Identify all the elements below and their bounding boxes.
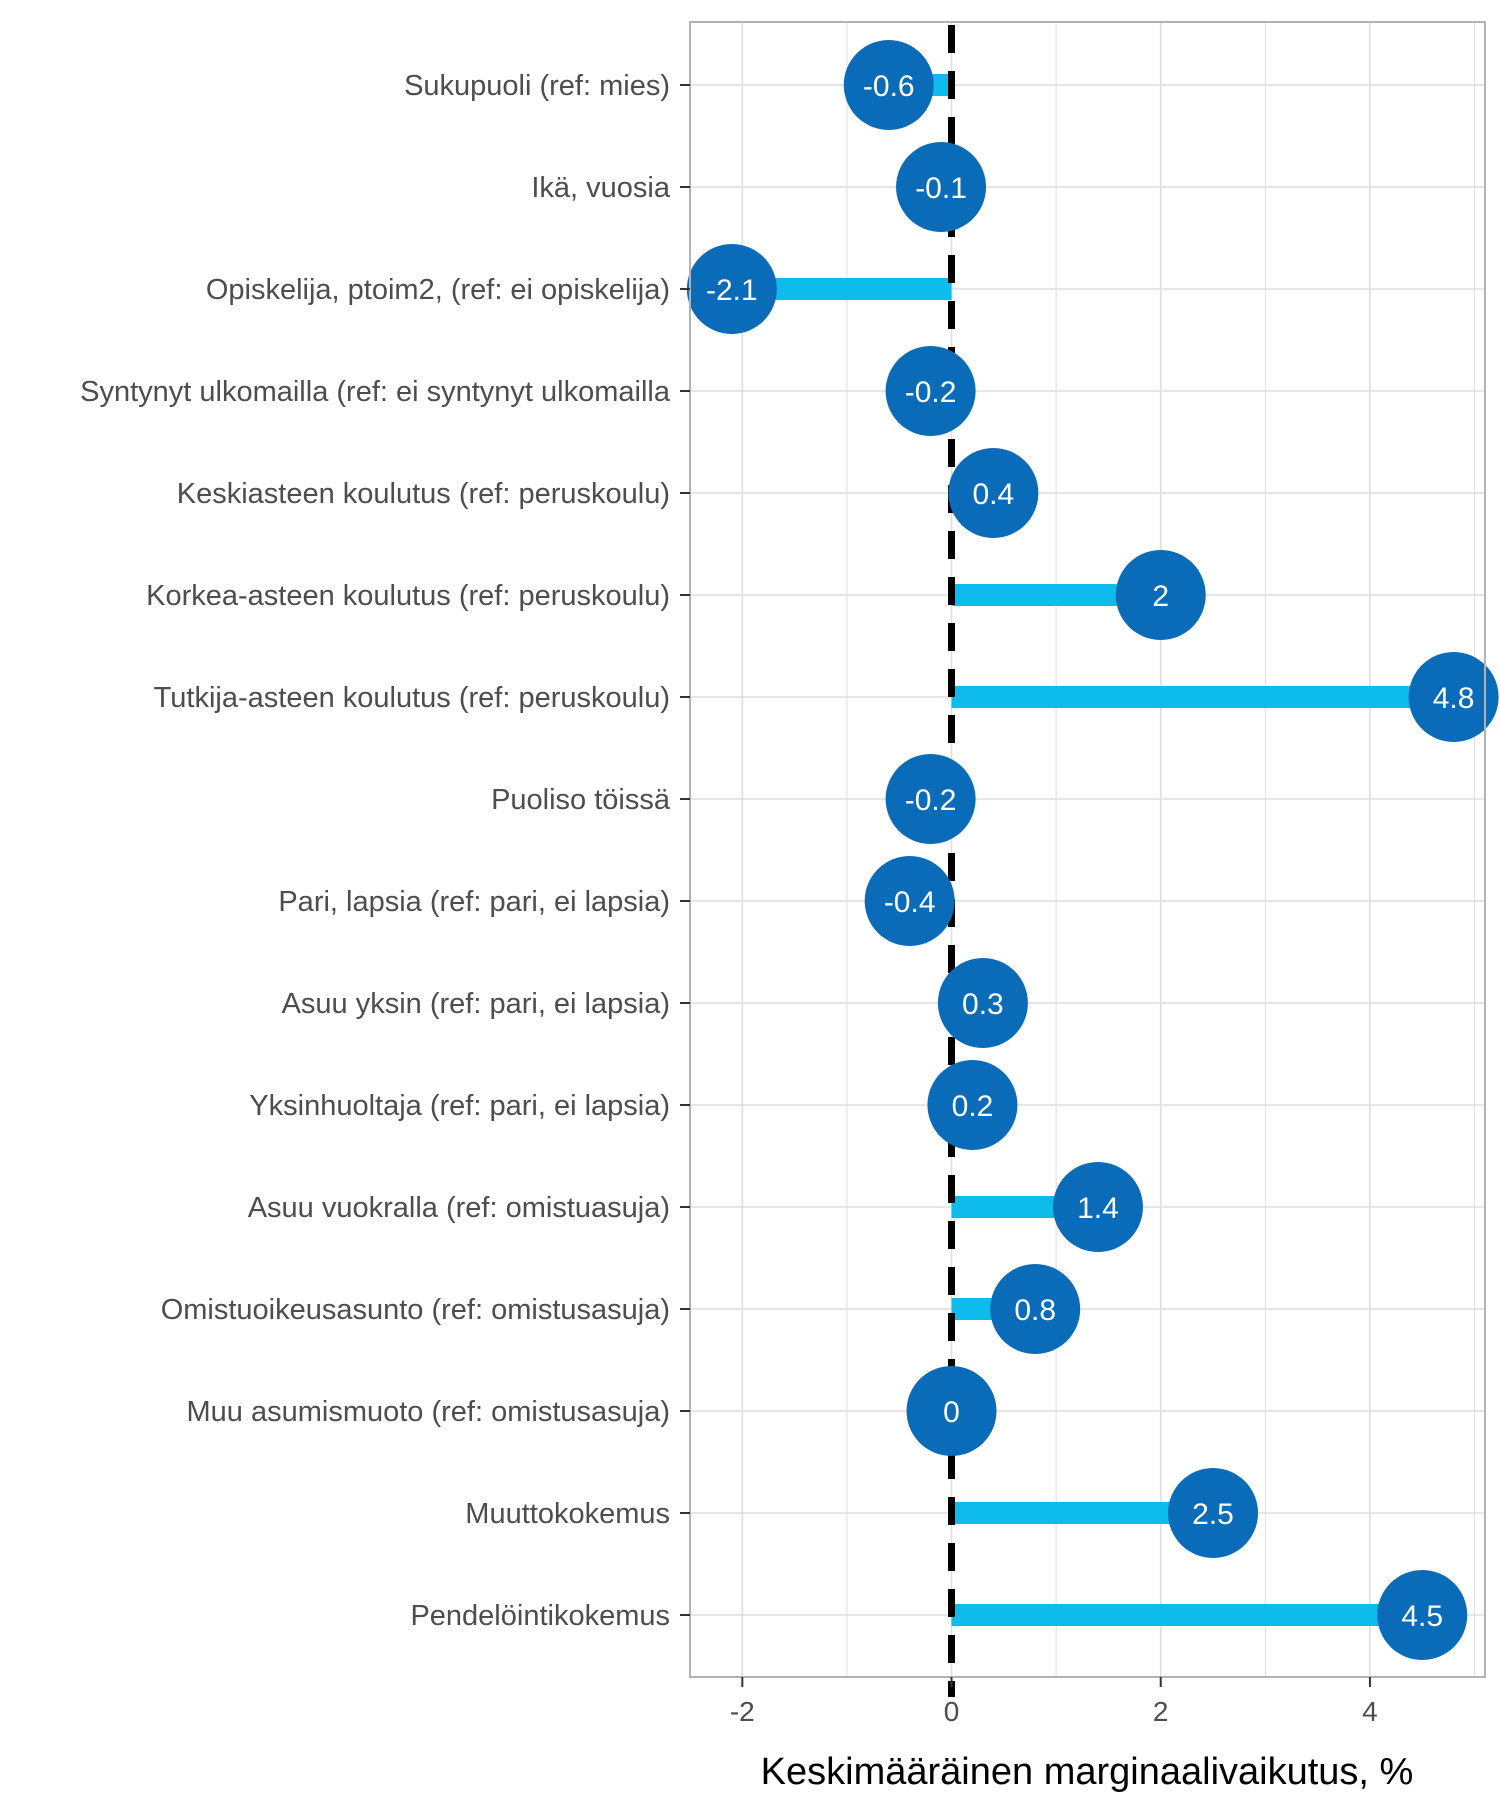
data-label-9: 0.3 xyxy=(962,988,1004,1021)
data-label-0: -0.6 xyxy=(863,70,915,103)
category-label-9: Asuu yksin (ref: pari, ei lapsia) xyxy=(282,988,670,1020)
category-label-1: Ikä, vuosia xyxy=(531,172,670,204)
data-label-5: 2 xyxy=(1152,580,1169,613)
category-label-2: Opiskelija, ptoim2, (ref: ei opiskelija) xyxy=(206,274,670,306)
panel-border xyxy=(689,21,1486,1678)
category-label-6: Tutkija-asteen koulutus (ref: peruskoulu… xyxy=(154,682,670,714)
data-label-13: 0 xyxy=(943,1396,960,1429)
x-tick-label: 0 xyxy=(944,1696,960,1727)
data-marks xyxy=(731,74,1454,1626)
point-10 xyxy=(927,1060,1018,1150)
point-13 xyxy=(906,1366,997,1456)
category-labels: Sukupuoli (ref: mies) Ikä, vuosia Opiskeli… xyxy=(80,70,690,1632)
x-tick-label: -2 xyxy=(730,1696,755,1727)
x-tick-label: 2 xyxy=(1153,1696,1169,1727)
category-label-11: Asuu vuokralla (ref: omistuasuja) xyxy=(248,1192,670,1224)
stems xyxy=(731,74,1454,1626)
points: -0.6 -0.1 -2.1 -0.2 0.4 2 4.8 -0.2 -0.4 0.3 0.2 1.4… xyxy=(686,40,1499,1660)
data-label-12: 0.8 xyxy=(1014,1294,1056,1327)
point-9 xyxy=(937,958,1028,1048)
point-1 xyxy=(896,142,987,232)
point-12 xyxy=(990,1264,1081,1354)
category-label-7: Puoliso töissä xyxy=(491,784,671,816)
data-label-15: 4.5 xyxy=(1401,1600,1443,1633)
category-label-3: Syntynyt ulkomailla (ref: ei syntynyt ul… xyxy=(80,376,671,408)
category-label-4: Keskiasteen koulutus (ref: peruskoulu) xyxy=(177,478,670,510)
data-label-6: 4.8 xyxy=(1433,682,1475,715)
point-15 xyxy=(1377,1570,1468,1660)
data-label-2: -2.1 xyxy=(706,274,758,307)
x-axis-title: Keskimääräinen marginaalivaikutus, % xyxy=(761,1751,1414,1793)
point-14 xyxy=(1168,1468,1259,1558)
point-4 xyxy=(948,448,1039,538)
point-6 xyxy=(1408,652,1499,742)
data-label-3: -0.2 xyxy=(905,376,957,409)
point-7 xyxy=(885,754,976,844)
point-3 xyxy=(885,346,976,436)
category-label-8: Pari, lapsia (ref: pari, ei lapsia) xyxy=(278,886,670,918)
category-label-15: Pendelöintikokemus xyxy=(410,1600,670,1632)
gridlines xyxy=(690,22,1485,1677)
point-2 xyxy=(686,244,777,334)
point-8 xyxy=(864,856,955,946)
data-label-11: 1.4 xyxy=(1077,1192,1119,1225)
data-label-7: -0.2 xyxy=(905,784,957,817)
data-label-4: 0.4 xyxy=(972,478,1014,511)
point-0 xyxy=(843,40,934,130)
point-5 xyxy=(1115,550,1206,640)
category-label-13: Muu asumismuoto (ref: omistusasuja) xyxy=(187,1396,671,1428)
category-label-12: Omistuoikeusasunto (ref: omistusasuja) xyxy=(161,1294,670,1326)
category-label-0: Sukupuoli (ref: mies) xyxy=(404,70,670,102)
category-label-10: Yksinhuoltaja (ref: pari, ei lapsia) xyxy=(249,1090,670,1122)
data-label-14: 2.5 xyxy=(1192,1498,1234,1531)
x-tick-label: 4 xyxy=(1362,1696,1378,1727)
category-label-14: Muuttokokemus xyxy=(465,1498,670,1530)
category-label-5: Korkea-asteen koulutus (ref: peruskoulu) xyxy=(146,580,670,612)
x-axis-ticks: -2 0 2 4 xyxy=(730,1677,1378,1727)
data-label-8: -0.4 xyxy=(884,886,936,919)
point-11 xyxy=(1052,1162,1143,1252)
data-label-10: 0.2 xyxy=(952,1090,994,1123)
data-label-1: -0.1 xyxy=(915,172,967,205)
